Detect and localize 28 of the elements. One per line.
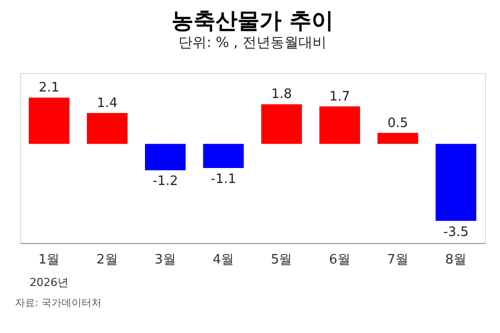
bar <box>377 132 418 144</box>
bar <box>86 113 128 144</box>
data-label: 2.1 <box>38 80 60 96</box>
text: 2026년 <box>30 276 69 289</box>
bar <box>261 104 302 144</box>
bar <box>436 144 476 221</box>
x-tick-label: 2월 <box>96 252 118 268</box>
data-label: -1.1 <box>210 172 236 188</box>
data-label: -1.2 <box>152 174 178 190</box>
bar <box>203 144 244 168</box>
data-label: 1.8 <box>271 87 292 102</box>
data-label: -3.5 <box>443 224 469 240</box>
x-tick-label: 7월 <box>387 252 408 268</box>
x-tick-label: 1월 <box>38 252 60 268</box>
x-tick-label: 6월 <box>329 252 350 268</box>
bar <box>319 106 360 144</box>
chart-title: 농축산물가 추이 <box>172 9 334 34</box>
chart-subtitle: 단위: % , 전년동월대비 <box>178 35 326 51</box>
data-label: 1.7 <box>329 89 350 104</box>
x-tick-label: 4월 <box>212 252 234 268</box>
x-tick-label: 5월 <box>270 252 292 268</box>
data-label: 1.4 <box>96 96 118 112</box>
x-tick-label: 8월 <box>445 252 467 268</box>
bar <box>144 144 186 170</box>
text: 자료: 국가데이터처 <box>15 298 102 309</box>
data-label: 0.5 <box>387 116 408 131</box>
x-tick-label: 3월 <box>154 252 176 268</box>
bar <box>28 98 70 144</box>
